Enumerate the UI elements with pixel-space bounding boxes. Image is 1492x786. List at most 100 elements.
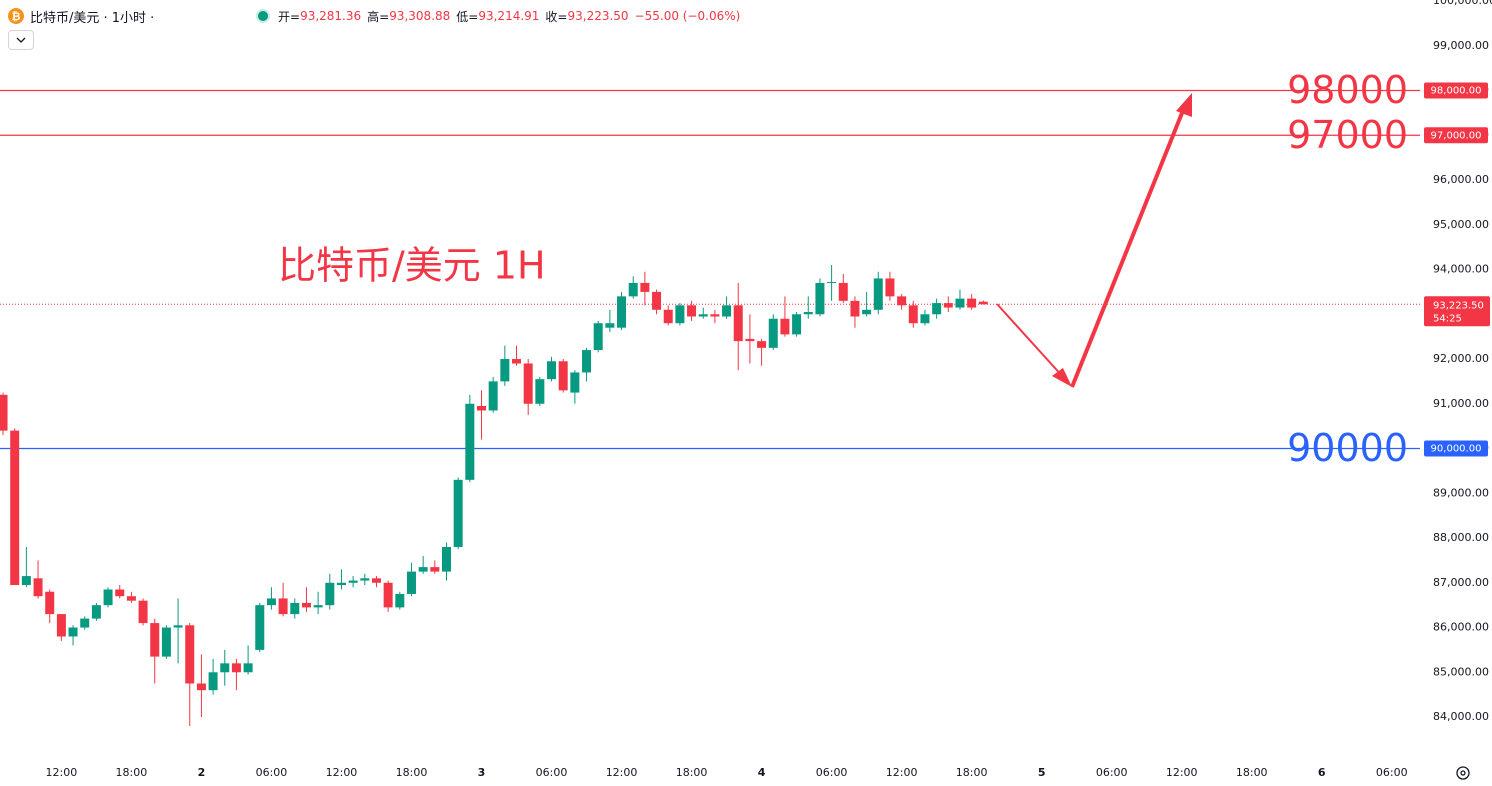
coin-icon: ₿ [8,8,24,24]
candle-body [56,614,66,637]
candle-body [477,406,487,411]
y-tick-label: 94,000.00 [1433,263,1489,276]
candle-body [838,282,848,301]
candle-body [687,305,697,317]
candle-body [535,379,545,404]
candle-body [465,403,475,480]
candle-body [663,309,673,324]
drawn-arrow [996,93,1192,388]
y-tick-label: 95,000.00 [1433,218,1489,231]
candle-body [336,582,346,586]
y-tick-label: 89,000.00 [1433,486,1489,499]
ohlc-value: 93,281.36 [300,9,362,23]
y-tick-label: 100,000.00 [1433,0,1492,7]
candle-body [733,305,743,342]
candle-body [605,323,615,328]
chevron[interactable] [9,31,33,49]
x-tick-label: 18:00 [116,766,148,779]
settings-icon[interactable] [1456,766,1470,780]
gear[interactable] [1456,766,1470,780]
last-price-badge [1424,296,1490,327]
x-tick-label: 12:00 [886,766,918,779]
y-tick-label: 99,000.00 [1433,39,1489,52]
change: −55.00 (−0.06%) [634,9,741,23]
symbol-header: ₿ 比特币/美元 · 1小时 · [8,6,154,26]
arrow-head [1052,368,1072,387]
candle-body [126,596,136,601]
level-axis-label: 90,000.00 [1431,444,1482,455]
x-tick-label: 06:00 [256,766,288,779]
candle-body [512,359,522,364]
candle-body [523,363,533,404]
candle-body [395,593,405,608]
candle-body [0,394,8,431]
arrow-line [1070,107,1186,388]
y-tick-label: 96,000.00 [1433,173,1489,186]
candle-body [196,683,206,691]
x-tick-label: 18:00 [396,766,428,779]
candle-body [360,578,370,581]
level-badge [1424,82,1488,99]
candle-body [978,301,988,305]
level-label: 90000 [1287,426,1408,470]
x-tick-label: 3 [478,766,486,779]
candle-body [441,546,451,572]
candle-body [967,298,977,308]
candle-body [383,582,393,608]
level-badge [1424,440,1488,457]
collapse-button[interactable] [8,30,34,50]
gear-center[interactable] [1460,770,1466,776]
candle-body [430,567,440,572]
y-tick-label: 88,000.00 [1433,531,1489,544]
symbol[interactable]: 比特币/美元 · 1小时 · [30,10,155,26]
y-tick-label: 86,000.00 [1433,621,1489,634]
y-tick-label: 84,000.00 [1433,710,1489,723]
candle-body [150,623,160,657]
countdown: 54:25 [1433,313,1462,324]
candle-body [873,278,883,310]
x-tick-label: 12:00 [1166,766,1198,779]
candle-body [803,312,813,315]
ohlc-legend: 开= 93,281.36 高= 93,308.88 低= 93,214.91 收= 93,22… [256,6,746,26]
candle-body [33,578,43,597]
candle-body [488,381,498,411]
last-price-label: 93,223.50 [1433,300,1484,311]
candle-body [185,625,195,684]
candle-body [500,359,510,382]
candle-body [570,372,580,393]
candle-body [68,627,78,637]
candle-body [628,282,638,297]
x-tick-label: 06:00 [816,766,848,779]
ohlc-label: 高= [367,9,390,24]
candle-body [850,300,860,317]
x-tick-label: 2 [198,766,206,779]
candle-body [943,303,953,308]
candle-body [932,303,942,315]
candle-body [10,430,20,586]
candle-body [745,338,755,342]
candle-body [640,282,650,292]
ohlc-value: 93,214.91 [478,9,540,23]
candle-body [558,361,568,391]
candle-body [897,296,907,306]
level-label: 98000 [1287,68,1408,112]
x-tick-label: 5 [1038,766,1046,779]
candle-body [792,314,802,335]
candle-body [103,589,113,606]
x-tick-label: 12:00 [46,766,78,779]
candle-body [406,571,416,594]
candle-body [371,578,381,583]
candle-body [652,291,662,310]
candle-body [91,605,101,619]
candle-body [698,314,708,317]
ohlc-value: 93,308.88 [389,9,451,23]
candle-body [138,600,148,624]
candle-body [582,350,592,373]
candle-body [453,479,463,547]
candle-body [220,663,230,673]
candle-body [301,602,311,608]
candle-body [593,323,603,351]
candle-body [115,589,125,597]
candle-body [710,314,720,317]
